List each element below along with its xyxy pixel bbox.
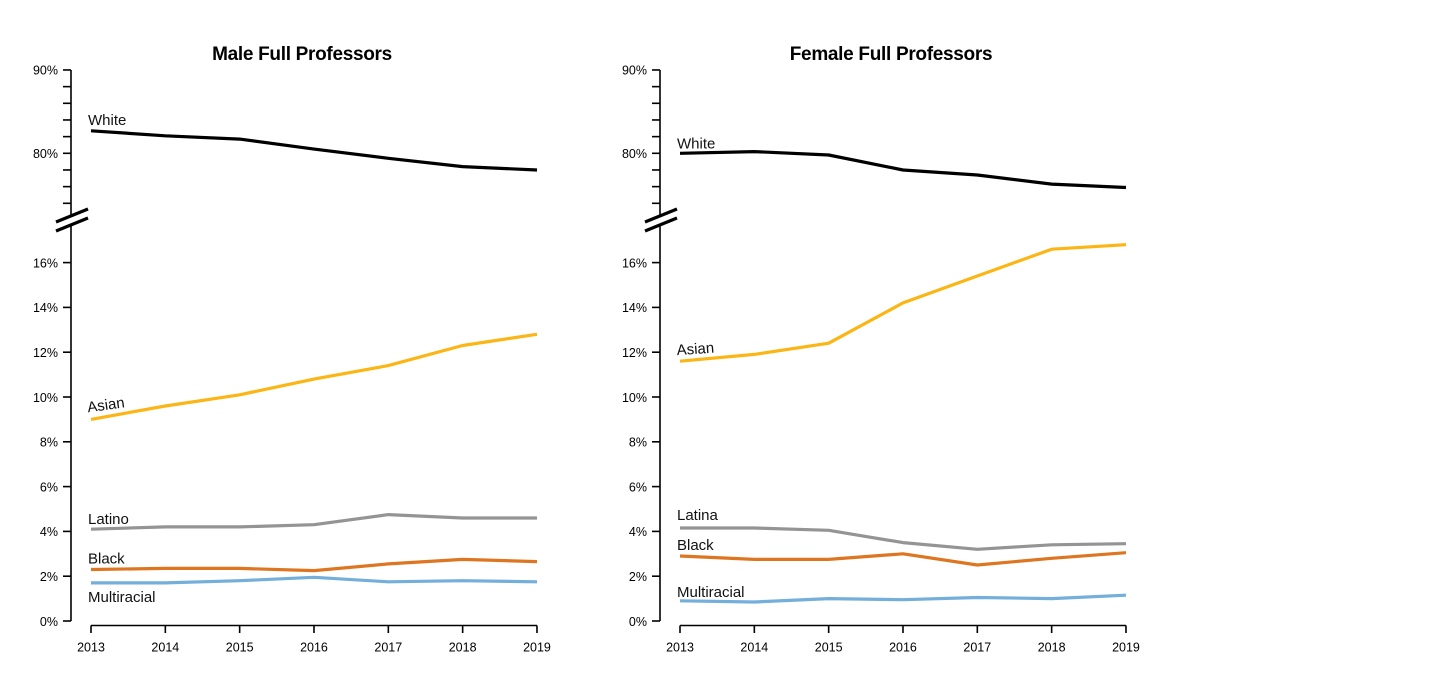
female-black-series-label: Black <box>677 537 714 554</box>
axis-break-slash <box>644 207 678 224</box>
male-black-line <box>90 557 538 573</box>
x-tick-label: 2014 <box>740 641 768 655</box>
y-tick-label: 4% <box>629 525 647 539</box>
axis-break-slash <box>644 216 678 233</box>
female-chart: 90% 80% 16% 14% 12% 10% 8% 6% 4% 2% 0% 2013 2014 2015… <box>622 64 1140 655</box>
x-tick-label: 2015 <box>815 641 843 655</box>
x-tick-label: 2018 <box>449 641 477 655</box>
female-white-line <box>679 150 1127 190</box>
male-latino-series-label: Latino <box>88 511 129 528</box>
y-tick-label: 14% <box>622 301 647 315</box>
y-tick-label: 2% <box>629 570 647 584</box>
x-tick-label: 2019 <box>523 641 551 655</box>
male-asian-series-label: Asian <box>86 394 126 416</box>
female-chart-title: Female Full Professors <box>789 44 993 65</box>
y-tick-label: 80% <box>622 147 647 161</box>
y-tick-label: 14% <box>33 301 58 315</box>
axis-break-slash <box>55 207 89 224</box>
axis-break-slash <box>55 216 89 233</box>
y-tick-label: 10% <box>33 391 58 405</box>
y-tick-label: 16% <box>622 256 647 270</box>
x-tick-label: 2017 <box>374 641 402 655</box>
male-black-series-label: Black <box>88 550 125 567</box>
y-tick-label: 80% <box>33 147 58 161</box>
female-latina-line <box>680 526 1127 551</box>
y-tick-label: 12% <box>33 346 58 360</box>
x-tick-label: 2015 <box>226 641 254 655</box>
female-multiracial-series-label: Multiracial <box>677 584 745 601</box>
male-multiracial-series-label: Multiracial <box>88 589 156 606</box>
male-chart: 90% 80% 16% 14% 12% 10% 8% 6% 4% 2% 0% 2013 2014 2015… <box>33 64 551 655</box>
x-tick-label: 2016 <box>889 641 917 655</box>
y-tick-label: 6% <box>629 480 647 494</box>
male-multiracial-line <box>91 575 538 585</box>
y-tick-label: 12% <box>622 346 647 360</box>
male-latino-line <box>90 512 537 531</box>
male-white-line <box>90 129 538 172</box>
y-tick-label: 90% <box>33 64 58 78</box>
female-white-series-label: White <box>677 135 715 152</box>
female-asian-series-label: Asian <box>676 340 715 360</box>
y-tick-label: 0% <box>40 615 58 629</box>
y-tick-label: 16% <box>33 256 58 270</box>
y-tick-label: 8% <box>40 436 58 450</box>
x-tick-label: 2019 <box>1112 641 1140 655</box>
female-multiracial-line <box>679 593 1127 604</box>
y-tick-label: 6% <box>40 480 58 494</box>
y-tick-label: 10% <box>622 391 647 405</box>
y-tick-label: 90% <box>622 64 647 78</box>
y-tick-label: 4% <box>40 525 58 539</box>
y-tick-label: 8% <box>629 436 647 450</box>
female-asian-line <box>679 243 1127 363</box>
x-tick-label: 2013 <box>77 641 105 655</box>
x-tick-label: 2014 <box>151 641 179 655</box>
x-tick-label: 2018 <box>1038 641 1066 655</box>
x-tick-label: 2016 <box>300 641 328 655</box>
male-white-series-label: White <box>88 112 126 129</box>
male-chart-title: Male Full Professors <box>212 44 392 65</box>
female-latina-series-label: Latina <box>677 507 719 524</box>
y-tick-label: 2% <box>40 570 58 584</box>
x-tick-label: 2013 <box>666 641 694 655</box>
male-asian-line <box>90 332 538 421</box>
female-black-line <box>679 551 1127 567</box>
y-tick-label: 0% <box>629 615 647 629</box>
x-tick-label: 2017 <box>963 641 991 655</box>
